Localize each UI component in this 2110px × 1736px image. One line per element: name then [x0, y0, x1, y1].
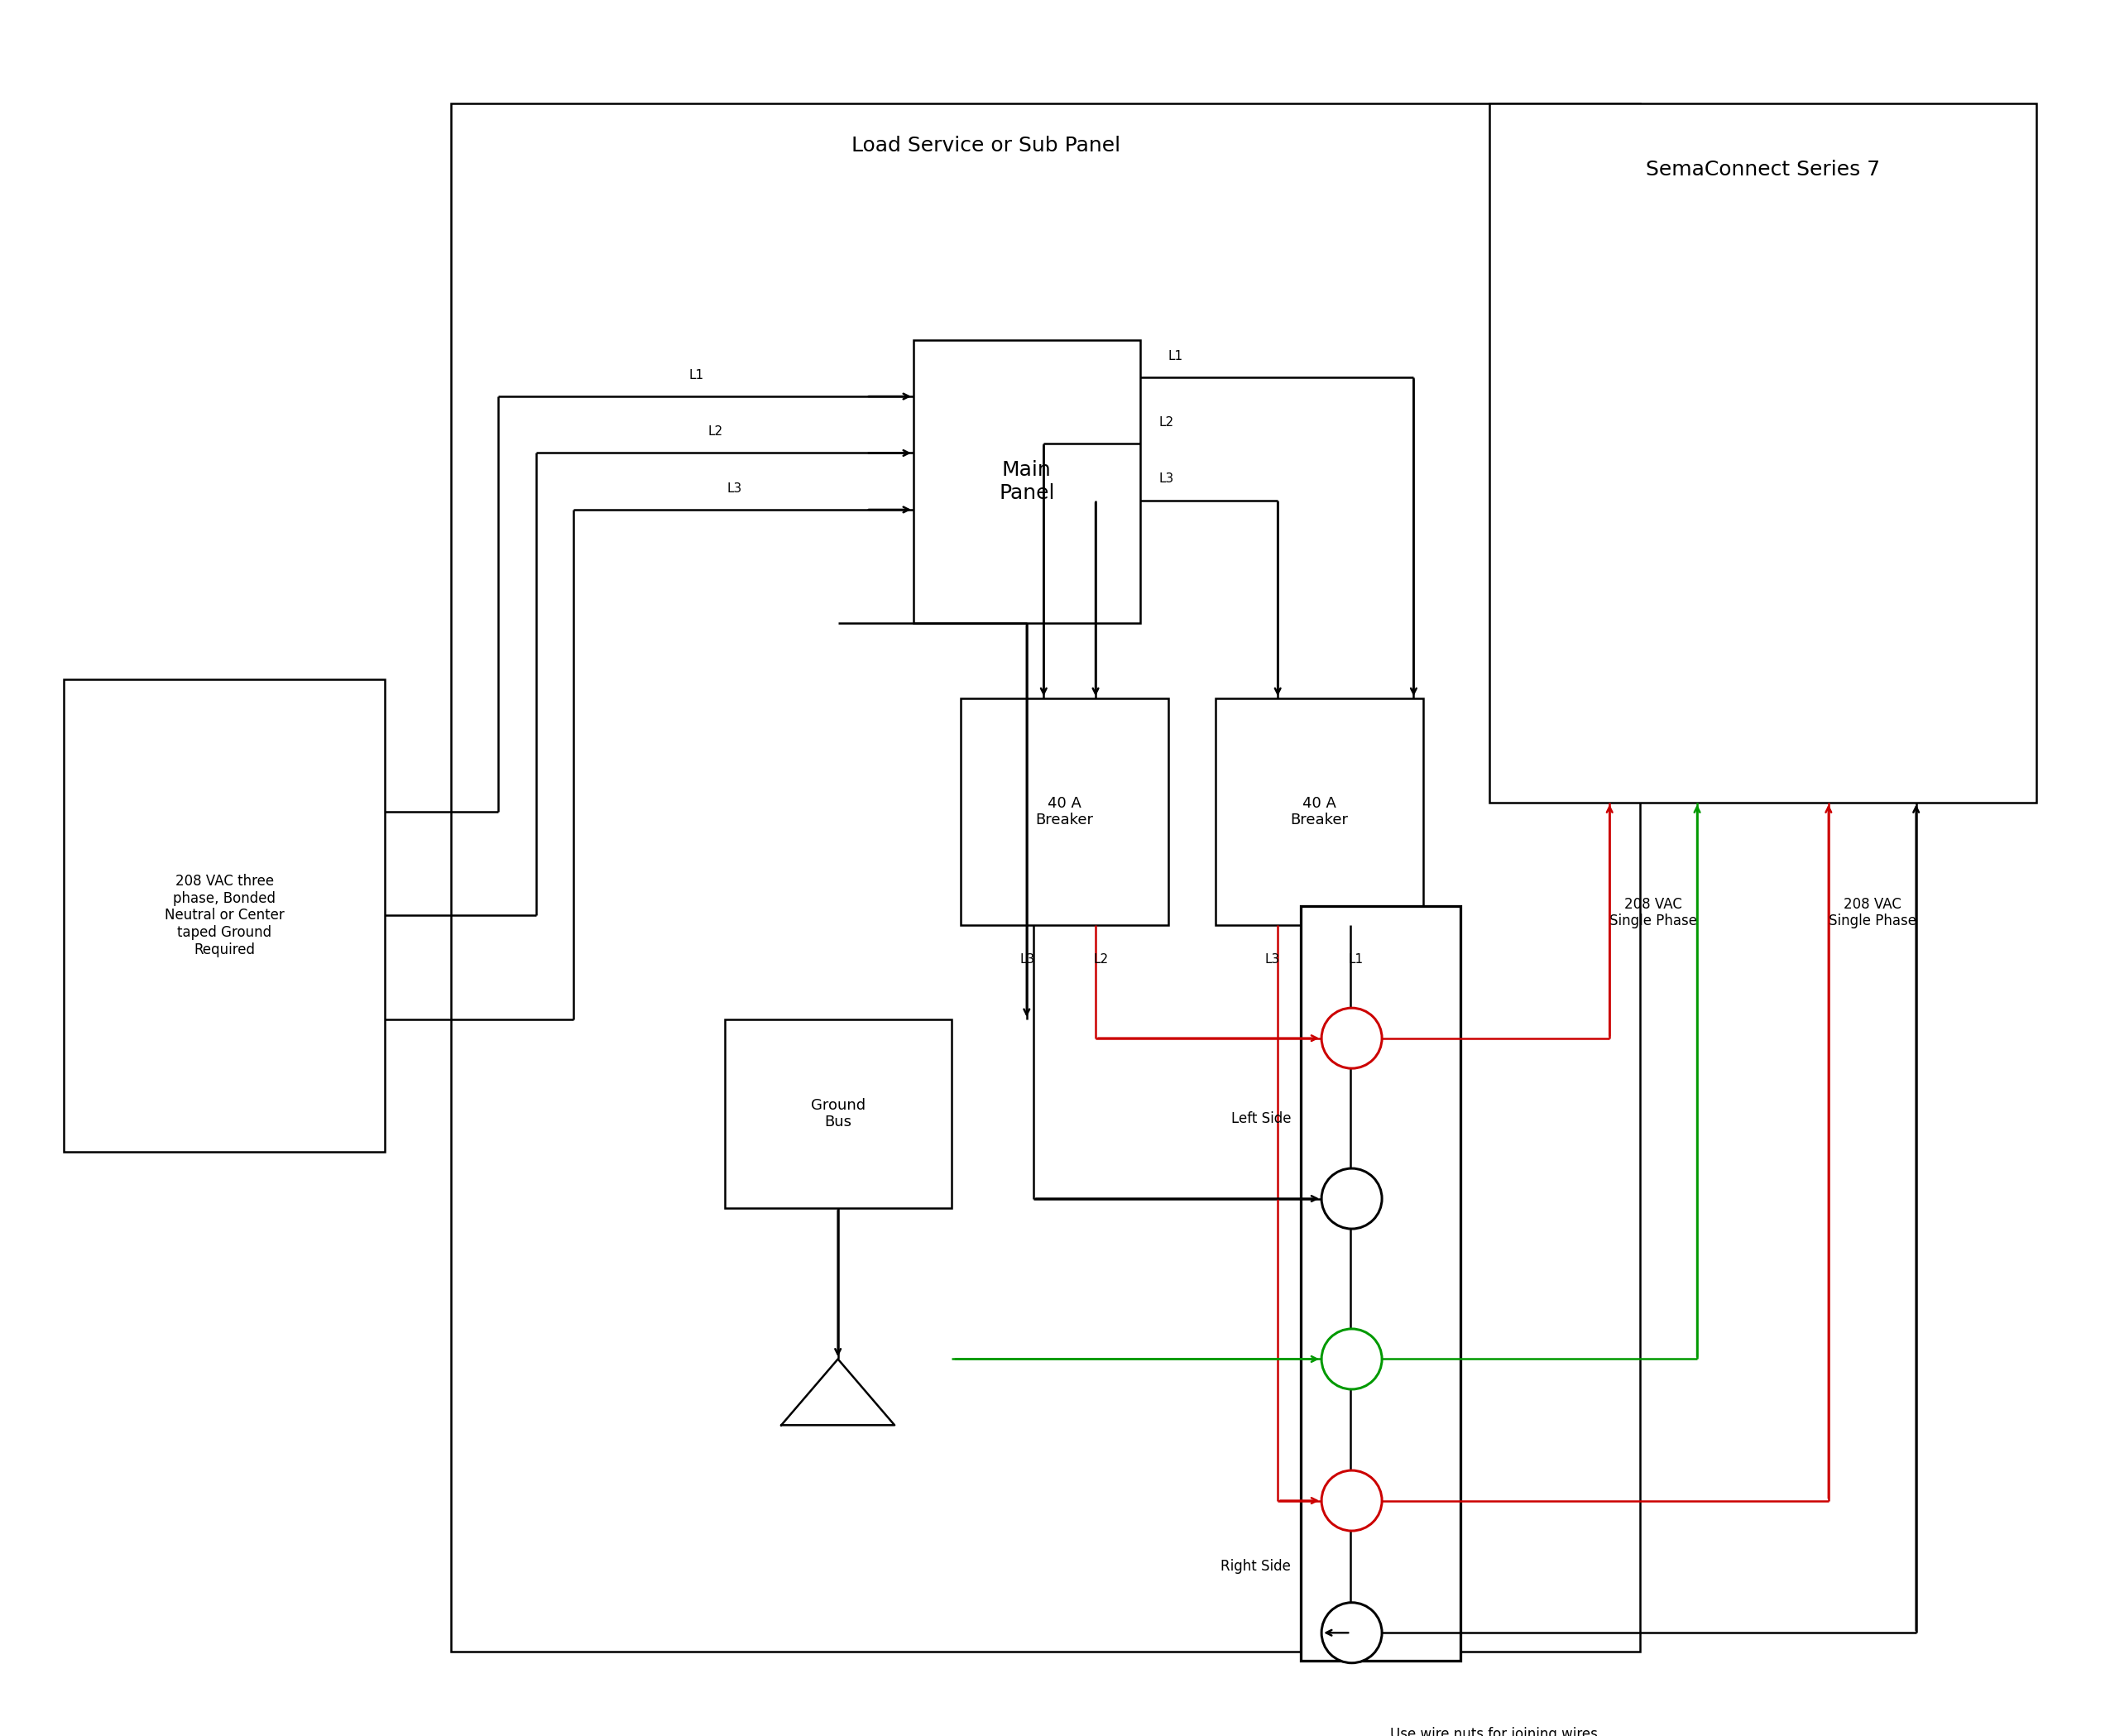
- Bar: [960, 698, 1169, 925]
- Bar: [724, 1019, 952, 1208]
- Text: L3: L3: [726, 483, 741, 495]
- Text: Left Side: Left Side: [1230, 1111, 1291, 1127]
- Text: L3: L3: [1158, 472, 1173, 484]
- Text: Right Side: Right Side: [1222, 1559, 1291, 1575]
- Text: Main
Panel: Main Panel: [998, 460, 1055, 503]
- Text: SemaConnect Series 7: SemaConnect Series 7: [1646, 160, 1880, 181]
- Text: L1: L1: [1169, 351, 1184, 363]
- Text: 208 VAC
Single Phase: 208 VAC Single Phase: [1610, 896, 1696, 929]
- Text: L2: L2: [707, 425, 724, 437]
- Text: 208 VAC three
phase, Bonded
Neutral or Center
taped Ground
Required: 208 VAC three phase, Bonded Neutral or C…: [165, 873, 285, 957]
- Text: L1: L1: [1348, 953, 1363, 965]
- Text: L2: L2: [1093, 953, 1108, 965]
- Bar: [452, 104, 1639, 1651]
- Text: 40 A
Breaker: 40 A Breaker: [1291, 795, 1348, 828]
- Bar: [1300, 906, 1460, 1661]
- Circle shape: [1321, 1009, 1382, 1068]
- Text: Ground
Bus: Ground Bus: [810, 1097, 865, 1130]
- Text: Use wire nuts for joining wires: Use wire nuts for joining wires: [1390, 1727, 1597, 1736]
- Text: 40 A
Breaker: 40 A Breaker: [1036, 795, 1093, 828]
- Text: L1: L1: [688, 368, 705, 382]
- Bar: [914, 340, 1139, 623]
- Circle shape: [1321, 1168, 1382, 1229]
- Bar: [63, 679, 384, 1151]
- Text: 208 VAC
Single Phase: 208 VAC Single Phase: [1829, 896, 1916, 929]
- Circle shape: [1321, 1328, 1382, 1389]
- Bar: [1490, 104, 2036, 802]
- Bar: [1215, 698, 1422, 925]
- Text: L3: L3: [1019, 953, 1036, 965]
- Circle shape: [1321, 1470, 1382, 1531]
- Text: L3: L3: [1264, 953, 1279, 965]
- Circle shape: [1321, 1602, 1382, 1663]
- Text: Load Service or Sub Panel: Load Service or Sub Panel: [852, 135, 1120, 155]
- Text: L2: L2: [1158, 417, 1173, 429]
